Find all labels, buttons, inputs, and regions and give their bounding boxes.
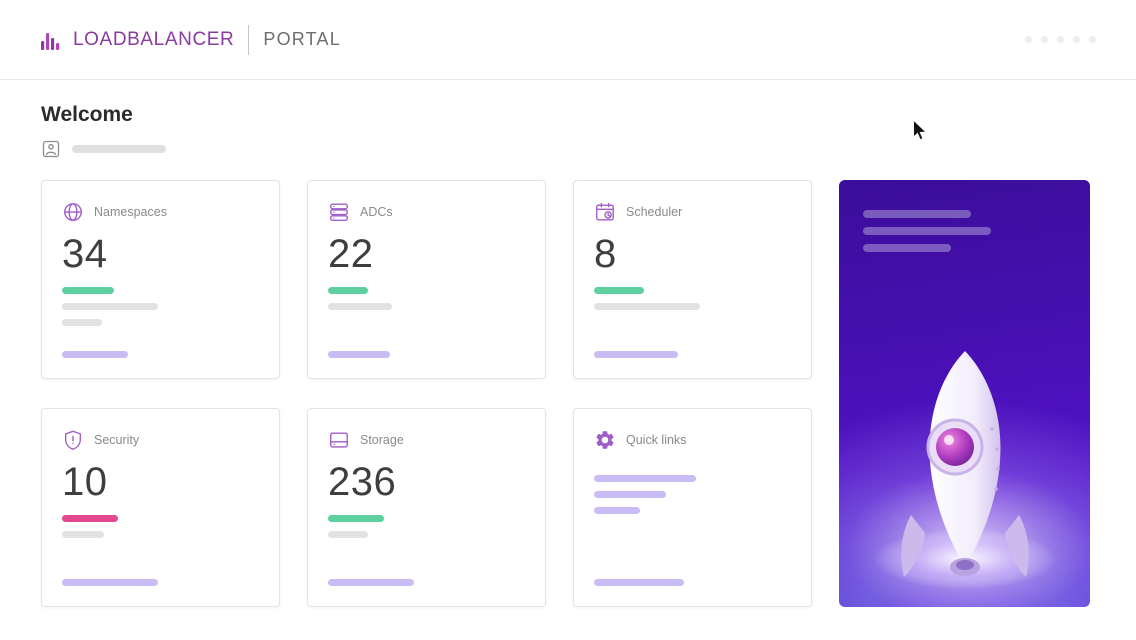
header-dot xyxy=(1025,36,1032,43)
card-header: ADCs xyxy=(328,201,525,223)
main-content: Welcome Namespaces 34 xyxy=(0,102,1136,607)
card-header: Quick links xyxy=(594,429,791,451)
skeleton-bar xyxy=(62,319,102,326)
rocket-illustration xyxy=(872,351,1057,589)
header-dot xyxy=(1041,36,1048,43)
gear-icon xyxy=(596,431,614,449)
promo-skeleton-line xyxy=(863,244,951,252)
drive-icon xyxy=(330,432,348,448)
card-label: ADCs xyxy=(360,205,393,219)
username-skeleton xyxy=(72,145,166,153)
promo-banner[interactable] xyxy=(839,180,1090,607)
user-badge-icon xyxy=(42,140,60,158)
card-namespaces[interactable]: Namespaces 34 xyxy=(41,180,280,379)
header-dot xyxy=(1073,36,1080,43)
link-skeleton-bar xyxy=(328,351,390,358)
welcome-user-row xyxy=(41,139,1095,159)
card-header: Namespaces xyxy=(62,201,259,223)
card-storage[interactable]: Storage 236 xyxy=(307,408,546,607)
card-label: Security xyxy=(94,433,140,447)
quick-link-skeleton xyxy=(594,491,666,498)
card-scheduler[interactable]: Scheduler 8 xyxy=(573,180,812,379)
promo-skeleton-line xyxy=(863,210,971,218)
card-value: 8 xyxy=(594,232,617,276)
skeleton-bar xyxy=(62,303,158,310)
skeleton-bar xyxy=(62,531,104,538)
progress-bar-pink xyxy=(62,515,118,522)
promo-text-skeleton xyxy=(863,210,991,261)
link-skeleton-bar xyxy=(62,351,128,358)
calendar-clock-icon xyxy=(596,202,614,221)
progress-bar-green xyxy=(328,287,368,294)
brand-name: LOADBALANCER xyxy=(73,28,235,50)
header-dot xyxy=(1089,36,1096,43)
skeleton-bar xyxy=(328,303,392,310)
header-dot xyxy=(1057,36,1064,43)
card-value: 236 xyxy=(328,460,397,504)
card-value: 34 xyxy=(62,232,108,276)
loadbalancer-logo-icon xyxy=(41,32,60,50)
product-name: PORTAL xyxy=(263,29,341,49)
card-label: Quick links xyxy=(626,433,687,447)
dashboard-grid: Namespaces 34 ADCs 22 xyxy=(41,180,1095,607)
promo-skeleton-line xyxy=(863,227,991,235)
quick-link-skeleton xyxy=(594,475,696,482)
link-skeleton-bar xyxy=(594,351,678,358)
skeleton-bar xyxy=(328,531,368,538)
header-actions-placeholder xyxy=(1025,36,1096,43)
progress-bar-green xyxy=(62,287,114,294)
quick-link-skeleton xyxy=(594,507,640,514)
card-security[interactable]: Security 10 xyxy=(41,408,280,607)
card-header: Scheduler xyxy=(594,201,791,223)
link-skeleton-bar xyxy=(594,579,684,586)
brand[interactable]: LOADBALANCER PORTAL xyxy=(40,24,341,55)
progress-bar-green xyxy=(328,515,384,522)
card-quick-links[interactable]: Quick links xyxy=(573,408,812,607)
shield-alert-icon xyxy=(64,430,82,450)
progress-bar-green xyxy=(594,287,644,294)
globe-icon xyxy=(64,203,82,221)
card-value: 22 xyxy=(328,232,374,276)
link-skeleton-bar xyxy=(328,579,414,586)
card-header: Security xyxy=(62,429,259,451)
link-skeleton-bar xyxy=(62,579,158,586)
server-stack-icon xyxy=(330,203,348,222)
app-header: LOADBALANCER PORTAL xyxy=(0,0,1136,80)
card-adcs[interactable]: ADCs 22 xyxy=(307,180,546,379)
page-title: Welcome xyxy=(41,103,133,126)
card-label: Namespaces xyxy=(94,205,167,219)
brand-divider xyxy=(248,24,250,55)
card-value: 10 xyxy=(62,460,108,504)
card-label: Scheduler xyxy=(626,205,683,219)
card-header: Storage xyxy=(328,429,525,451)
skeleton-bar xyxy=(594,303,700,310)
card-label: Storage xyxy=(360,433,404,447)
